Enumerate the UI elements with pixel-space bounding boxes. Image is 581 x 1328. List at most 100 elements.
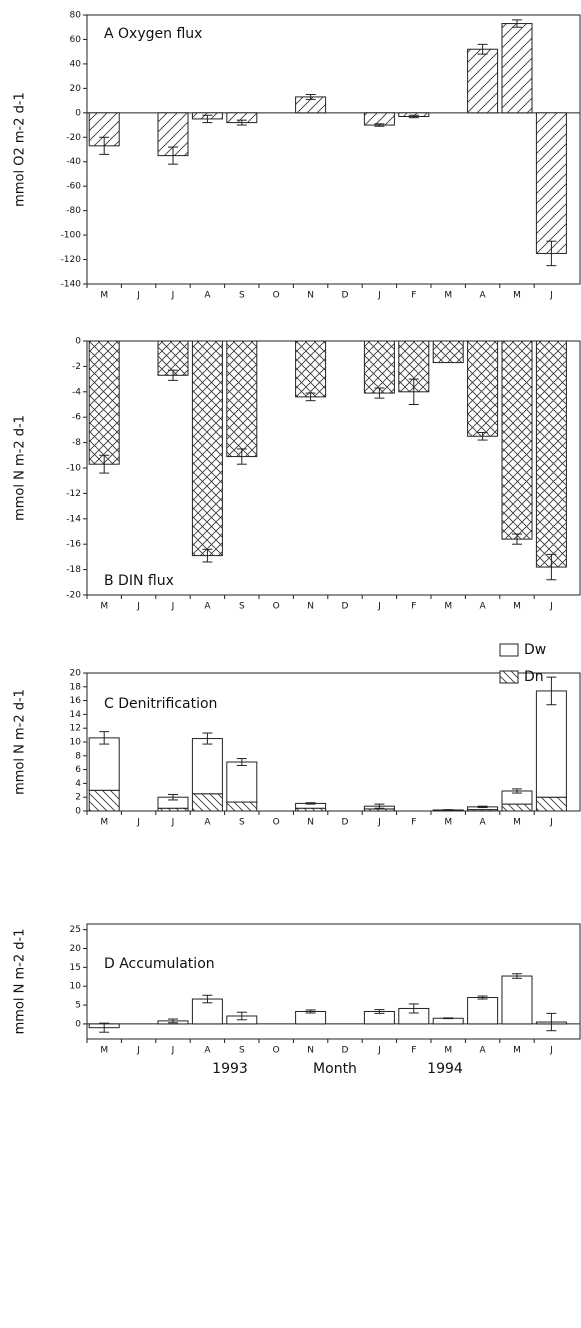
error-bar xyxy=(236,448,247,465)
error-bar xyxy=(477,431,488,441)
panel-title: D Accumulation xyxy=(104,956,215,972)
bar xyxy=(432,340,464,364)
y-tick-label: 20 xyxy=(70,84,82,94)
legend-swatch xyxy=(499,643,519,657)
error-bar xyxy=(168,793,178,801)
x-tick-label: M xyxy=(100,818,108,828)
x-tick-label: A xyxy=(204,1046,211,1056)
y-tick-label: 2 xyxy=(75,793,81,803)
x-tick-label: A xyxy=(480,602,487,612)
bar xyxy=(88,340,120,465)
error-bar xyxy=(512,788,522,794)
error-bar xyxy=(512,533,522,545)
x-tick-label: M xyxy=(100,602,108,612)
y-axis-label: mmol O2 m-2 d-1 xyxy=(13,92,28,207)
bar-segment xyxy=(226,761,258,803)
error-bar xyxy=(443,809,454,811)
x-tick-label: N xyxy=(307,291,314,301)
x-tick-label: J xyxy=(377,602,381,612)
error-bar xyxy=(202,114,213,124)
error-bar xyxy=(546,240,557,267)
x-tick-label: M xyxy=(513,602,521,612)
y-tick-label: -2 xyxy=(72,362,81,372)
error-bar xyxy=(512,19,522,28)
x-tick-label: J xyxy=(136,1046,140,1056)
error-bar xyxy=(477,995,488,1000)
x-tick-label: F xyxy=(411,1046,416,1056)
y-tick-label: 16 xyxy=(70,696,82,706)
y-tick-label: 40 xyxy=(70,59,82,69)
x-tick-label: J xyxy=(136,818,140,828)
y-tick-label: 20 xyxy=(70,944,82,954)
x-tick-label: F xyxy=(411,818,416,828)
bar xyxy=(363,340,395,394)
y-tick-label: 18 xyxy=(70,682,82,692)
error-bar xyxy=(546,676,557,706)
y-tick-label: 6 xyxy=(75,765,81,775)
y-tick-label: 0 xyxy=(75,1019,81,1029)
year-label: 1993 xyxy=(212,1061,248,1077)
y-axis-label: mmol N m-2 d-1 xyxy=(13,689,28,795)
bar xyxy=(501,975,533,1025)
y-tick-label: -100 xyxy=(61,231,82,241)
error-bar xyxy=(374,123,385,127)
y-tick-label: -140 xyxy=(61,280,82,290)
y-tick-label: 15 xyxy=(70,963,81,973)
bar xyxy=(467,48,499,114)
y-tick-label: 0 xyxy=(75,807,81,817)
x-tick-label: M xyxy=(100,291,108,301)
error-bar xyxy=(512,973,522,979)
x-tick-label: D xyxy=(342,818,349,828)
x-tick-label: N xyxy=(307,1046,314,1056)
error-bar xyxy=(305,93,316,100)
y-tick-label: 12 xyxy=(70,724,81,734)
bar xyxy=(363,112,395,126)
error-bar xyxy=(443,1017,454,1020)
bar xyxy=(535,340,567,568)
year-label: 1994 xyxy=(427,1061,463,1077)
x-tick-label: M xyxy=(100,1046,108,1056)
x-tick-label: A xyxy=(204,818,211,828)
x-tick-label: M xyxy=(513,818,521,828)
error-bar xyxy=(99,1022,110,1033)
bar xyxy=(467,997,499,1025)
x-tick-label: D xyxy=(342,1046,349,1056)
x-tick-label: J xyxy=(377,818,381,828)
x-tick-label: J xyxy=(171,818,175,828)
y-tick-label: -12 xyxy=(66,489,81,499)
bar xyxy=(535,112,567,254)
error-bar xyxy=(202,732,213,745)
x-tick-label: S xyxy=(239,1046,245,1056)
y-tick-label: -6 xyxy=(72,413,81,423)
x-tick-label: A xyxy=(204,291,211,301)
bar-segment xyxy=(88,737,120,791)
error-bar xyxy=(374,387,385,399)
error-bar xyxy=(305,1009,316,1014)
error-bar xyxy=(168,1018,178,1024)
y-axis-label: mmol N m-2 d-1 xyxy=(13,415,28,521)
bar xyxy=(501,23,533,114)
legend-label: Dn xyxy=(524,669,544,685)
error-bar xyxy=(305,802,316,805)
y-tick-label: 0 xyxy=(75,337,81,347)
x-tick-label: J xyxy=(377,291,381,301)
y-tick-label: 10 xyxy=(70,982,82,992)
bar-segment xyxy=(191,793,223,812)
plot-frame xyxy=(86,14,581,285)
error-bar xyxy=(408,1003,419,1014)
y-tick-label: 4 xyxy=(75,779,81,789)
error-bar xyxy=(236,758,247,766)
x-tick-label: S xyxy=(239,602,245,612)
error-bar xyxy=(305,392,316,402)
y-tick-label: -20 xyxy=(66,591,81,601)
plot-frame xyxy=(86,672,581,812)
y-tick-label: 60 xyxy=(70,35,82,45)
x-tick-label: M xyxy=(444,291,452,301)
x-tick-label: S xyxy=(239,291,245,301)
bar xyxy=(295,340,327,398)
bar-segment xyxy=(535,796,567,812)
x-tick-label: J xyxy=(136,291,140,301)
y-tick-label: 10 xyxy=(70,738,82,748)
y-tick-label: -60 xyxy=(66,182,81,192)
